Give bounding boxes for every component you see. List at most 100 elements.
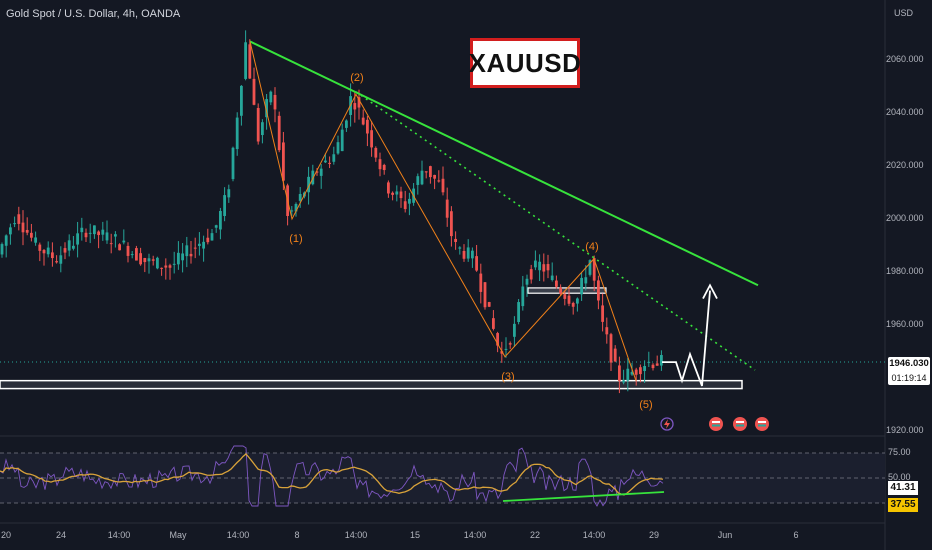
candle-down [399,191,403,199]
candle-down [135,248,138,261]
candle-down [30,232,33,238]
candle-down [618,365,621,381]
candle-down [555,280,558,287]
time-tick: 14:00 [107,530,131,540]
candle-down [441,178,445,193]
candle-down [529,269,533,280]
candle-down [126,245,130,256]
candle-down [51,252,54,259]
candle-up [311,170,315,185]
candle-up [202,241,205,249]
flag-icon-stripe [758,421,766,423]
rsi-ma-line [0,453,664,496]
candle-down [462,250,466,259]
candle-down [597,280,600,301]
candle-up [122,240,126,243]
time-tick: 29 [648,530,660,540]
candle-down [483,282,487,308]
rsi-ma-value: 37.55 [888,498,918,512]
candle-down [508,343,512,345]
candle-down [42,250,46,254]
candle-down [139,253,142,265]
candle-up [534,260,537,268]
candle-up [235,117,239,150]
candle-up [0,244,4,255]
candle-down [21,222,25,233]
flag-icon-stripe [736,424,744,427]
candle-down [118,244,121,251]
candle-down [315,171,319,173]
candle-down [496,333,499,346]
flash-icon [660,417,674,431]
candle-up [660,355,663,366]
candle-down [609,334,613,363]
wave-label: (4) [585,240,599,253]
wave-label: (3) [501,370,515,383]
candle-down [151,259,155,261]
candle-down [366,119,369,134]
candle-up [521,286,525,307]
time-tick: 22 [529,530,541,540]
candle-down [97,231,100,236]
candle-down [542,264,546,272]
flag-icon [709,417,723,431]
candle-up [580,277,583,295]
candle-up [34,237,37,243]
candle-up [290,210,294,212]
candle-up [214,225,218,228]
rsi-value: 41.31 [888,481,918,495]
time-tick: May [169,530,187,540]
time-tick: 14:00 [463,530,487,540]
flag-icon-stripe [736,421,744,423]
candle-down [454,238,457,242]
candle-up [219,211,222,230]
time-tick: 14:00 [582,530,606,540]
candle-up [408,198,411,204]
candle-up [324,160,327,163]
price-tick: 1980.000 [886,266,924,276]
price-tick: 2040.000 [886,107,924,117]
candle-down [38,244,42,251]
candle-up [265,99,268,118]
flag-icon-stripe [758,424,766,427]
flag-icon-stripe [712,421,720,423]
candle-up [67,240,71,251]
time-tick: 8 [294,530,300,540]
candle-up [156,257,159,269]
candle-down [450,211,453,237]
candle-down [382,164,386,171]
candle-up [13,223,16,225]
flag-icon-stripe [712,424,720,427]
rsi-tick-75: 75.00 [888,447,911,457]
candle-down [63,248,67,253]
candle-down [164,265,168,268]
candle-down [374,147,378,158]
flag-icon [733,417,747,431]
candle-down [403,201,407,210]
descending-trendline [249,40,759,287]
price-tick: 2000.000 [886,213,924,223]
candle-up [576,298,579,304]
flash-icon-bolt [664,419,670,429]
flag-icon [755,417,769,431]
candle-down [252,78,256,105]
candle-up [416,176,420,185]
candle-up [88,232,92,234]
candle-up [46,247,50,255]
dotted-trendline [355,91,756,371]
candle-up [210,233,214,241]
bar-countdown: 01:19:14 [891,373,927,383]
candle-up [59,255,63,264]
projection-path [662,290,711,387]
candle-down [605,327,609,335]
candle-down [193,247,197,249]
candle-down [433,174,436,179]
candle-down [256,107,260,142]
rsi-divergence-line [502,491,665,502]
candle-up [298,194,302,201]
candle-down [567,295,571,304]
wave-label: (1) [289,233,303,245]
candle-up [76,233,79,245]
candle-up [395,191,399,195]
